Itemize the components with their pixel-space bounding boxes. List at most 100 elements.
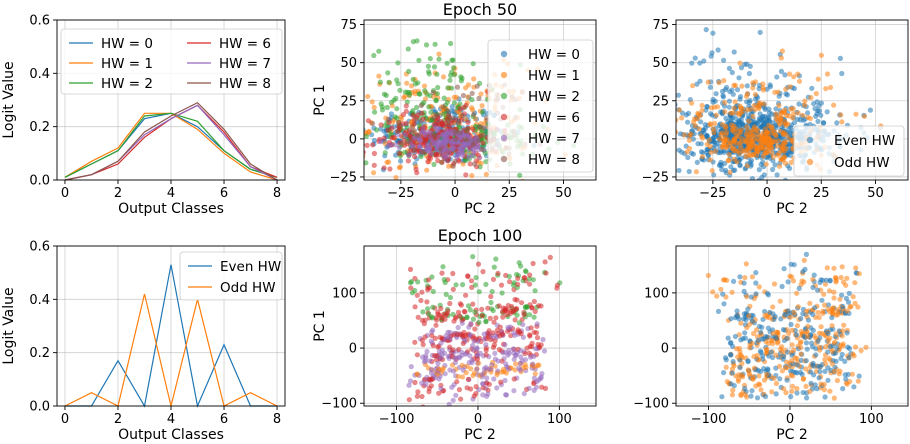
scatter-point (795, 304, 801, 310)
scatter-point (735, 354, 741, 360)
scatter-point (795, 110, 801, 116)
scatter-point (636, 164, 641, 169)
scatter-point (735, 148, 741, 154)
scatter-point (758, 329, 764, 335)
scatter-point (837, 296, 843, 302)
y-axis-label: Logit Value (1, 287, 17, 364)
scatter-point (428, 109, 434, 115)
scatter-point (724, 84, 730, 91)
scatter-point (477, 124, 483, 130)
scatter-point (753, 280, 759, 286)
scatter-point (743, 93, 750, 99)
scatter-point (415, 80, 421, 86)
scatter-point (484, 375, 490, 381)
scatter-point (523, 364, 529, 370)
scatter-point (474, 352, 480, 358)
y-tick-label: 0.0 (29, 174, 50, 189)
scatter-point (855, 378, 861, 384)
scatter-point (774, 74, 780, 80)
scatter-point (789, 327, 795, 333)
scatter-point (700, 150, 706, 156)
scatter-point (407, 133, 413, 139)
scatter-point (813, 352, 819, 358)
legend-swatch (500, 155, 508, 163)
scatter-point (420, 309, 426, 315)
scatter-point (846, 290, 852, 296)
scatter-point (746, 368, 752, 374)
scatter-point (459, 374, 466, 380)
scatter-point (742, 385, 748, 392)
scatter-point (350, 116, 355, 121)
scatter-point (803, 251, 810, 257)
scatter-point (826, 288, 833, 294)
scatter-point (816, 375, 822, 381)
scatter-point (476, 289, 482, 295)
scatter-point (405, 46, 411, 52)
scatter-point (463, 292, 469, 298)
scatter-point (469, 97, 475, 103)
scatter-point (438, 305, 444, 312)
scatter-point (811, 272, 817, 278)
scatter-point (433, 322, 439, 328)
scatter-point (794, 362, 800, 368)
scatter-point (496, 347, 502, 353)
scatter-point (707, 157, 713, 163)
scatter-point (453, 282, 459, 288)
scatter-point (483, 342, 489, 348)
scatter-point (690, 151, 697, 157)
scatter-point (812, 106, 818, 112)
scatter-point (839, 333, 845, 339)
x-tick-label: −100 (379, 412, 415, 427)
scatter-point (770, 154, 776, 160)
scatter-point (416, 57, 422, 63)
scatter-point (295, 125, 300, 130)
scatter-point (705, 272, 712, 279)
scatter-point (779, 368, 786, 374)
scatter-point (738, 117, 744, 123)
scatter-point (499, 290, 505, 296)
scatter-point (838, 112, 844, 118)
scatter-point (832, 339, 838, 345)
scatter-point (770, 311, 776, 317)
scatter-point (746, 118, 752, 124)
scatter-point (431, 161, 437, 168)
scatter-point (791, 85, 798, 92)
scatter-point (521, 391, 527, 397)
scatter-point (709, 50, 715, 56)
scatter-point (648, 110, 653, 115)
scatter-point (800, 269, 806, 275)
scatter-point (494, 385, 500, 391)
scatter-point (699, 102, 705, 109)
scatter-point (785, 151, 791, 157)
scatter-point (408, 279, 415, 285)
scatter-point (459, 349, 465, 355)
legend-swatch (500, 134, 508, 142)
scatter-point (794, 323, 801, 329)
scatter-point (389, 135, 395, 141)
scatter-point (532, 288, 538, 294)
y-tick-label: −100 (321, 397, 357, 412)
scatter-point (459, 332, 465, 338)
scatter-point (435, 344, 441, 350)
y-tick-label: 0.4 (29, 293, 50, 308)
scatter-point (838, 355, 844, 362)
scatter-point (699, 154, 706, 160)
scatter-point (419, 380, 425, 386)
scatter-point (698, 141, 704, 147)
scatter-point (433, 98, 439, 104)
scatter-point (742, 391, 748, 398)
scatter-point (692, 55, 698, 61)
scatter-point (745, 359, 751, 365)
scatter-point (815, 76, 821, 82)
scatter-point (821, 120, 827, 126)
scatter-point (708, 111, 714, 117)
y-tick-label: −100 (633, 397, 669, 412)
scatter-point (402, 132, 408, 138)
scatter-point (527, 354, 534, 360)
scatter-point (409, 83, 415, 89)
scatter-point (521, 312, 527, 318)
scatter-point (334, 144, 339, 149)
scatter-point (818, 100, 825, 106)
scatter-point (432, 125, 438, 131)
scatter-point (723, 123, 729, 130)
